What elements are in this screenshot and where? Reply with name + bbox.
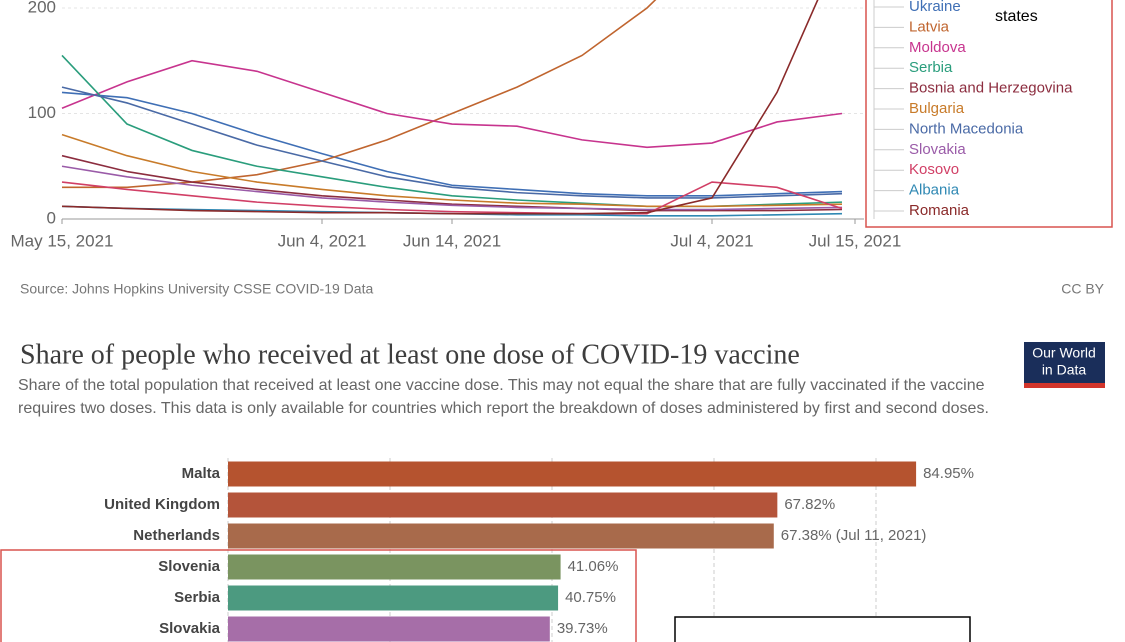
bar xyxy=(228,461,917,487)
y-tick-label: 200 xyxy=(28,0,56,16)
legend-label: Ukraine xyxy=(909,0,961,15)
logo-text: in Data xyxy=(1042,362,1087,378)
category-label: Malta xyxy=(182,465,221,482)
x-tick-label: Jun 14, 2021 xyxy=(403,231,501,250)
license: CC BY xyxy=(1061,281,1104,297)
value-label: 40.75% xyxy=(565,589,616,606)
annotation: states xyxy=(995,8,1038,25)
legend-label: Romania xyxy=(909,202,970,219)
legend-label: Serbia xyxy=(909,59,953,76)
series-line xyxy=(61,181,843,215)
legend-label: Bulgaria xyxy=(909,100,965,117)
legend-label: Albania xyxy=(909,182,960,199)
value-label: 67.38% (Jul 11, 2021) xyxy=(781,527,927,544)
value-label: 39.73% xyxy=(557,620,608,637)
bar xyxy=(228,616,550,642)
bar xyxy=(228,492,778,518)
y-tick-label: 100 xyxy=(28,103,56,122)
bar xyxy=(228,554,561,580)
subtitle-box: Share of the total population that recei… xyxy=(18,377,989,417)
legend-label: Latvia xyxy=(909,18,950,35)
legend-label: Kosovo xyxy=(909,161,959,178)
x-tick-label: May 15, 2021 xyxy=(10,231,113,250)
highlight-box xyxy=(0,549,637,642)
series-line xyxy=(61,165,843,211)
series-line xyxy=(61,0,819,215)
series-line xyxy=(61,86,843,199)
value-label: 41.06% xyxy=(568,558,619,575)
category-label: Serbia xyxy=(174,589,221,606)
chart-title: Share of people who received at least on… xyxy=(20,339,800,370)
category-label: Netherlands xyxy=(133,527,220,544)
overlay-box xyxy=(674,616,971,642)
legend-label: North Macedonia xyxy=(909,120,1024,137)
value-label: 67.82% xyxy=(784,496,835,513)
x-tick-label: Jul 4, 2021 xyxy=(670,231,753,250)
category-label: United Kingdom xyxy=(104,496,220,513)
bar xyxy=(228,585,559,611)
logo-bg xyxy=(1024,342,1105,388)
series-line xyxy=(61,154,843,212)
lines xyxy=(61,0,843,217)
legend-label: Moldova xyxy=(909,39,966,56)
legend-label: Slovakia xyxy=(909,141,966,158)
source: Source: Johns Hopkins University CSSE CO… xyxy=(20,281,373,297)
value-label: 84.95% xyxy=(923,465,974,482)
series-line xyxy=(62,0,657,189)
category-label: Slovenia xyxy=(158,558,220,575)
highlight-box xyxy=(865,0,1113,228)
series-line xyxy=(61,91,843,197)
logo-text: Our World xyxy=(1032,345,1096,361)
line-chart: 0 100 200 May 15, 2021 Jun 4, 2021 Jun 14, 20… xyxy=(10,0,1073,250)
subtitle: Share of the total population that recei… xyxy=(18,377,989,417)
category-label: Slovakia xyxy=(159,620,221,637)
logo-stripe xyxy=(1024,383,1105,388)
y-tick-label: 0 xyxy=(47,208,56,227)
series-line xyxy=(61,59,843,149)
bar-chart: Malta 84.95% United Kingdom 67.82% Netherlan… xyxy=(104,458,974,642)
legend-label: Bosnia and Herzegovina xyxy=(909,80,1073,97)
series-line xyxy=(61,133,843,208)
bar xyxy=(228,523,774,549)
x-tick-label: Jun 4, 2021 xyxy=(278,231,367,250)
x-tick-label: Jul 15, 2021 xyxy=(809,231,902,250)
